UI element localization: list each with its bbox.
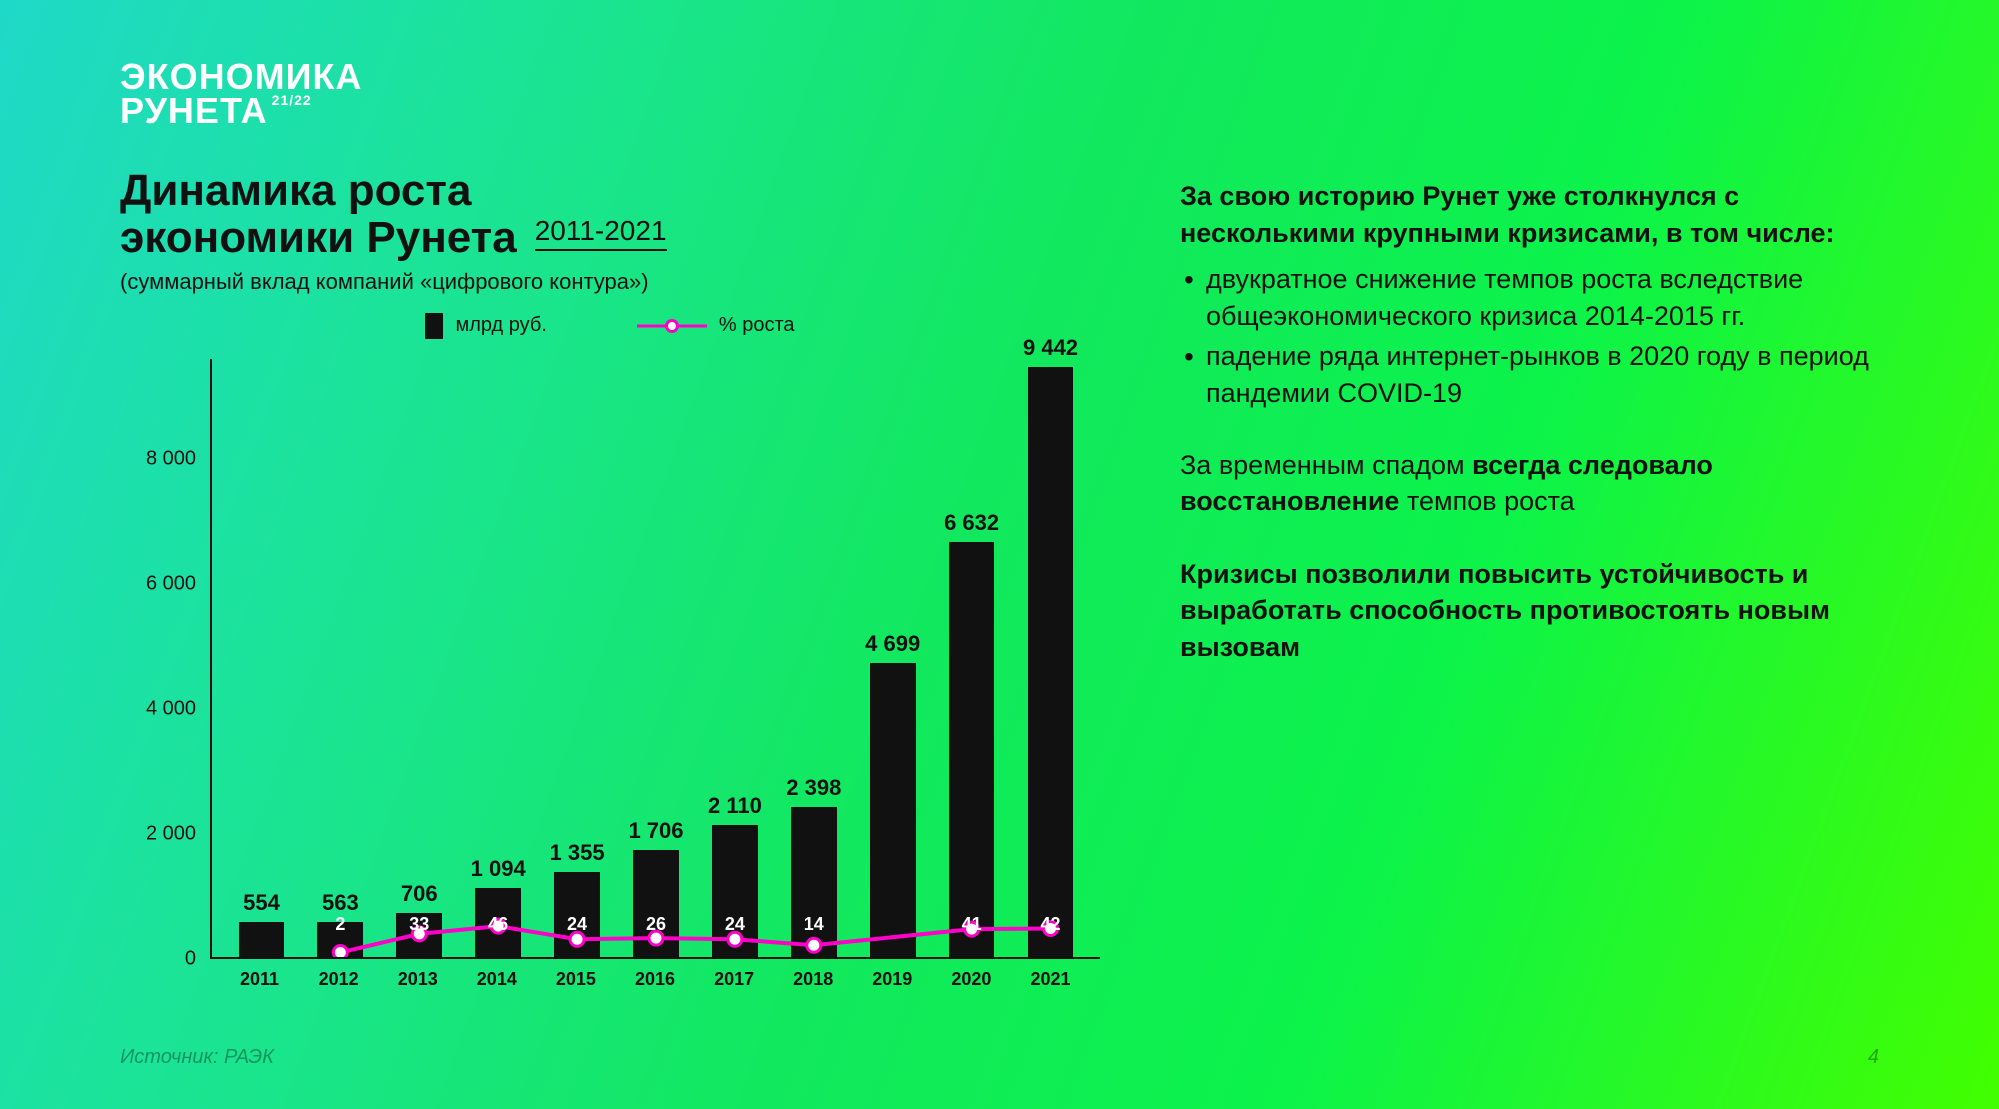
side-heading: За свою историю Рунет уже столкнулся с н… [1180, 178, 1879, 251]
bar-column: 4 699 [853, 359, 932, 957]
bar-value-label: 9 442 [991, 335, 1111, 361]
x-tick: 2011 [220, 959, 299, 999]
x-axis: 2011201220132014201520162017201820192020… [210, 959, 1100, 999]
growth-label: 24 [567, 914, 587, 935]
side-bullets: двукратное снижение темпов роста вследст… [1180, 261, 1879, 411]
bar-column: 2 39814 [774, 359, 853, 957]
chart-year-range: 2011-2021 [535, 215, 667, 251]
y-tick: 2 000 [120, 822, 210, 845]
chart-title-line2: экономики Рунета [120, 215, 517, 261]
x-tick: 2014 [457, 959, 536, 999]
chart-title-line1: Динамика роста [120, 168, 517, 214]
x-tick: 2012 [299, 959, 378, 999]
footer-page: 4 [1868, 1046, 1879, 1069]
x-tick: 2020 [932, 959, 1011, 999]
bar: 14 [791, 807, 837, 957]
bar: 33 [396, 913, 442, 957]
x-tick: 2019 [853, 959, 932, 999]
chart-area: 02 0004 0006 0008 000 5545632706331 0944… [120, 359, 1100, 999]
bar: 24 [712, 825, 758, 957]
logo-sup: 21/22 [272, 92, 312, 108]
legend-bar: млрд руб. [425, 313, 546, 339]
footer-source: Источник: РАЭК [120, 1046, 274, 1069]
x-tick: 2016 [615, 959, 694, 999]
logo-line1: ЭКОНОМИКА [120, 60, 1879, 94]
legend-line: % роста [637, 313, 795, 339]
side-para-2: Кризисы позволили повысить устойчивость … [1180, 556, 1879, 665]
bar: 26 [633, 850, 679, 957]
side-bullet: двукратное снижение темпов роста вследст… [1180, 261, 1879, 334]
legend-line-icon [637, 319, 707, 333]
bar-column: 5632 [301, 359, 380, 957]
bar: 24 [554, 872, 600, 957]
growth-label: 33 [409, 914, 429, 935]
x-tick: 2013 [378, 959, 457, 999]
growth-label: 41 [962, 914, 982, 935]
x-tick: 2018 [774, 959, 853, 999]
x-tick: 2021 [1011, 959, 1090, 999]
bar-column: 2 11024 [695, 359, 774, 957]
bar-column: 9 44242 [1011, 359, 1090, 957]
bar: 2 [317, 922, 363, 957]
bar-column: 554 [222, 359, 301, 957]
bar: 41 [949, 542, 995, 957]
growth-label: 14 [804, 914, 824, 935]
y-tick: 4 000 [120, 697, 210, 720]
logo: ЭКОНОМИКА РУНЕТА21/22 [120, 60, 1879, 128]
plot-area: 5545632706331 094461 355241 706262 11024… [210, 359, 1100, 959]
growth-label: 24 [725, 914, 745, 935]
bars-container: 5545632706331 094461 355241 706262 11024… [212, 359, 1100, 957]
bar-column: 1 09446 [459, 359, 538, 957]
bar [870, 663, 916, 957]
bar: 42 [1028, 367, 1074, 957]
x-tick: 2017 [695, 959, 774, 999]
x-tick: 2015 [536, 959, 615, 999]
side-text: За свою историю Рунет уже столкнулся с н… [1180, 168, 1879, 998]
footer: Источник: РАЭК 4 [120, 1046, 1879, 1069]
growth-label: 26 [646, 914, 666, 935]
bar-column: 1 35524 [538, 359, 617, 957]
bar-column: 1 70626 [617, 359, 696, 957]
y-tick: 8 000 [120, 447, 210, 470]
chart-legend: млрд руб. % роста [120, 313, 1100, 339]
chart-panel: Динамика роста экономики Рунета 2011-202… [120, 168, 1100, 998]
side-para-1: За временным спадом всегда следовало вос… [1180, 447, 1879, 520]
chart-subtitle: (суммарный вклад компаний «цифрового кон… [120, 269, 1100, 295]
legend-bar-icon [425, 313, 443, 339]
bar: 46 [475, 888, 521, 956]
y-tick: 6 000 [120, 572, 210, 595]
legend-bar-label: млрд руб. [455, 314, 546, 337]
bar-column: 6 63241 [932, 359, 1011, 957]
logo-line2: РУНЕТА [120, 94, 268, 128]
growth-label: 2 [335, 914, 345, 935]
growth-label: 46 [488, 914, 508, 935]
side-bullet: падение ряда интернет-рынков в 2020 году… [1180, 338, 1879, 411]
bar [239, 922, 285, 957]
y-tick: 0 [120, 947, 210, 970]
growth-label: 42 [1040, 914, 1060, 935]
chart-title: Динамика роста экономики Рунета [120, 168, 517, 260]
legend-line-label: % роста [719, 314, 795, 337]
